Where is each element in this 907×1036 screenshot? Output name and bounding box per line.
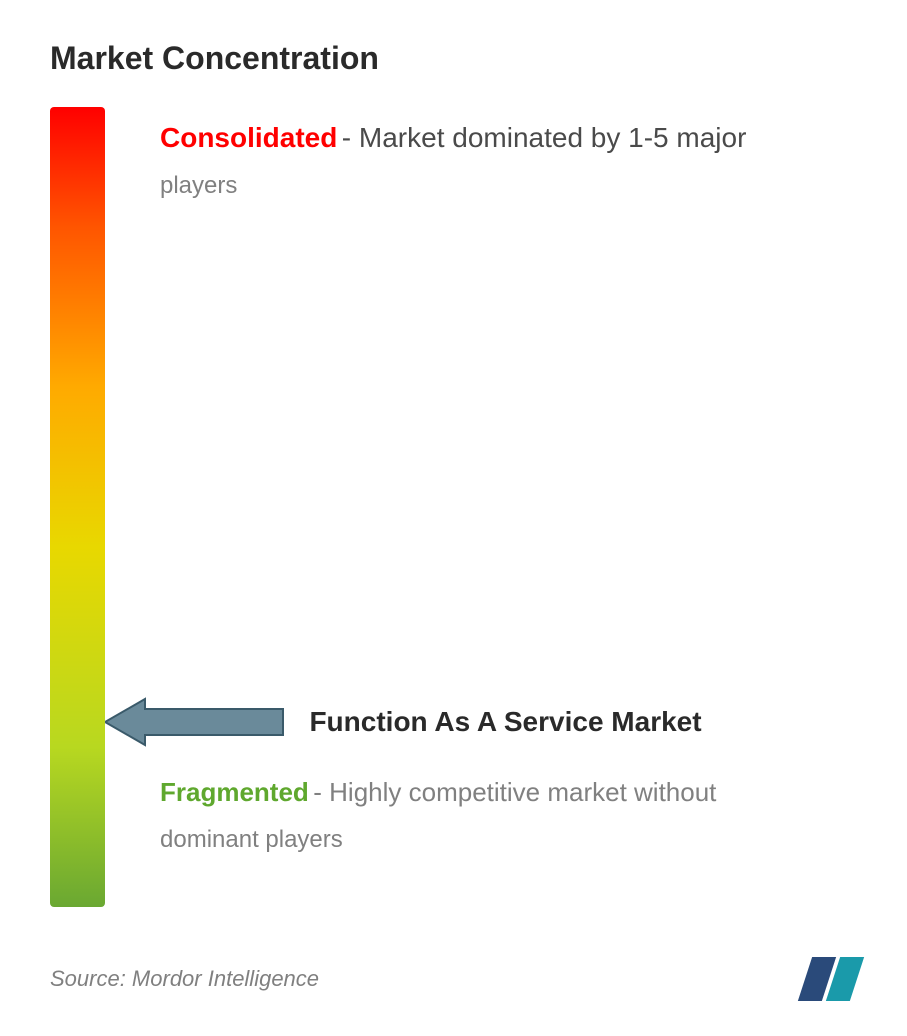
brand-logo bbox=[805, 957, 857, 1001]
consolidated-label: Consolidated - Market dominated by 1-5 m… bbox=[160, 122, 837, 200]
fragmented-label: Fragmented - Highly competitive market w… bbox=[160, 777, 837, 854]
arrow-left-icon bbox=[105, 697, 285, 747]
labels-column: Consolidated - Market dominated by 1-5 m… bbox=[160, 107, 857, 917]
market-name-label: Function As A Service Market bbox=[309, 706, 701, 738]
chart-title: Market Concentration bbox=[50, 40, 857, 77]
footer: Source: Mordor Intelligence bbox=[50, 957, 857, 1001]
source-attribution: Source: Mordor Intelligence bbox=[50, 966, 319, 992]
market-marker: Function As A Service Market bbox=[105, 697, 837, 747]
concentration-gradient-bar bbox=[50, 107, 105, 907]
consolidated-desc-line1: - Market dominated by 1-5 major bbox=[342, 122, 747, 153]
main-content: Consolidated - Market dominated by 1-5 m… bbox=[50, 107, 857, 917]
consolidated-desc-line2: players bbox=[160, 172, 837, 200]
consolidated-term: Consolidated bbox=[160, 122, 337, 153]
fragmented-desc-line1: - Highly competitive market without bbox=[313, 777, 716, 807]
fragmented-term: Fragmented bbox=[160, 777, 309, 807]
fragmented-desc-line2: dominant players bbox=[160, 826, 837, 854]
